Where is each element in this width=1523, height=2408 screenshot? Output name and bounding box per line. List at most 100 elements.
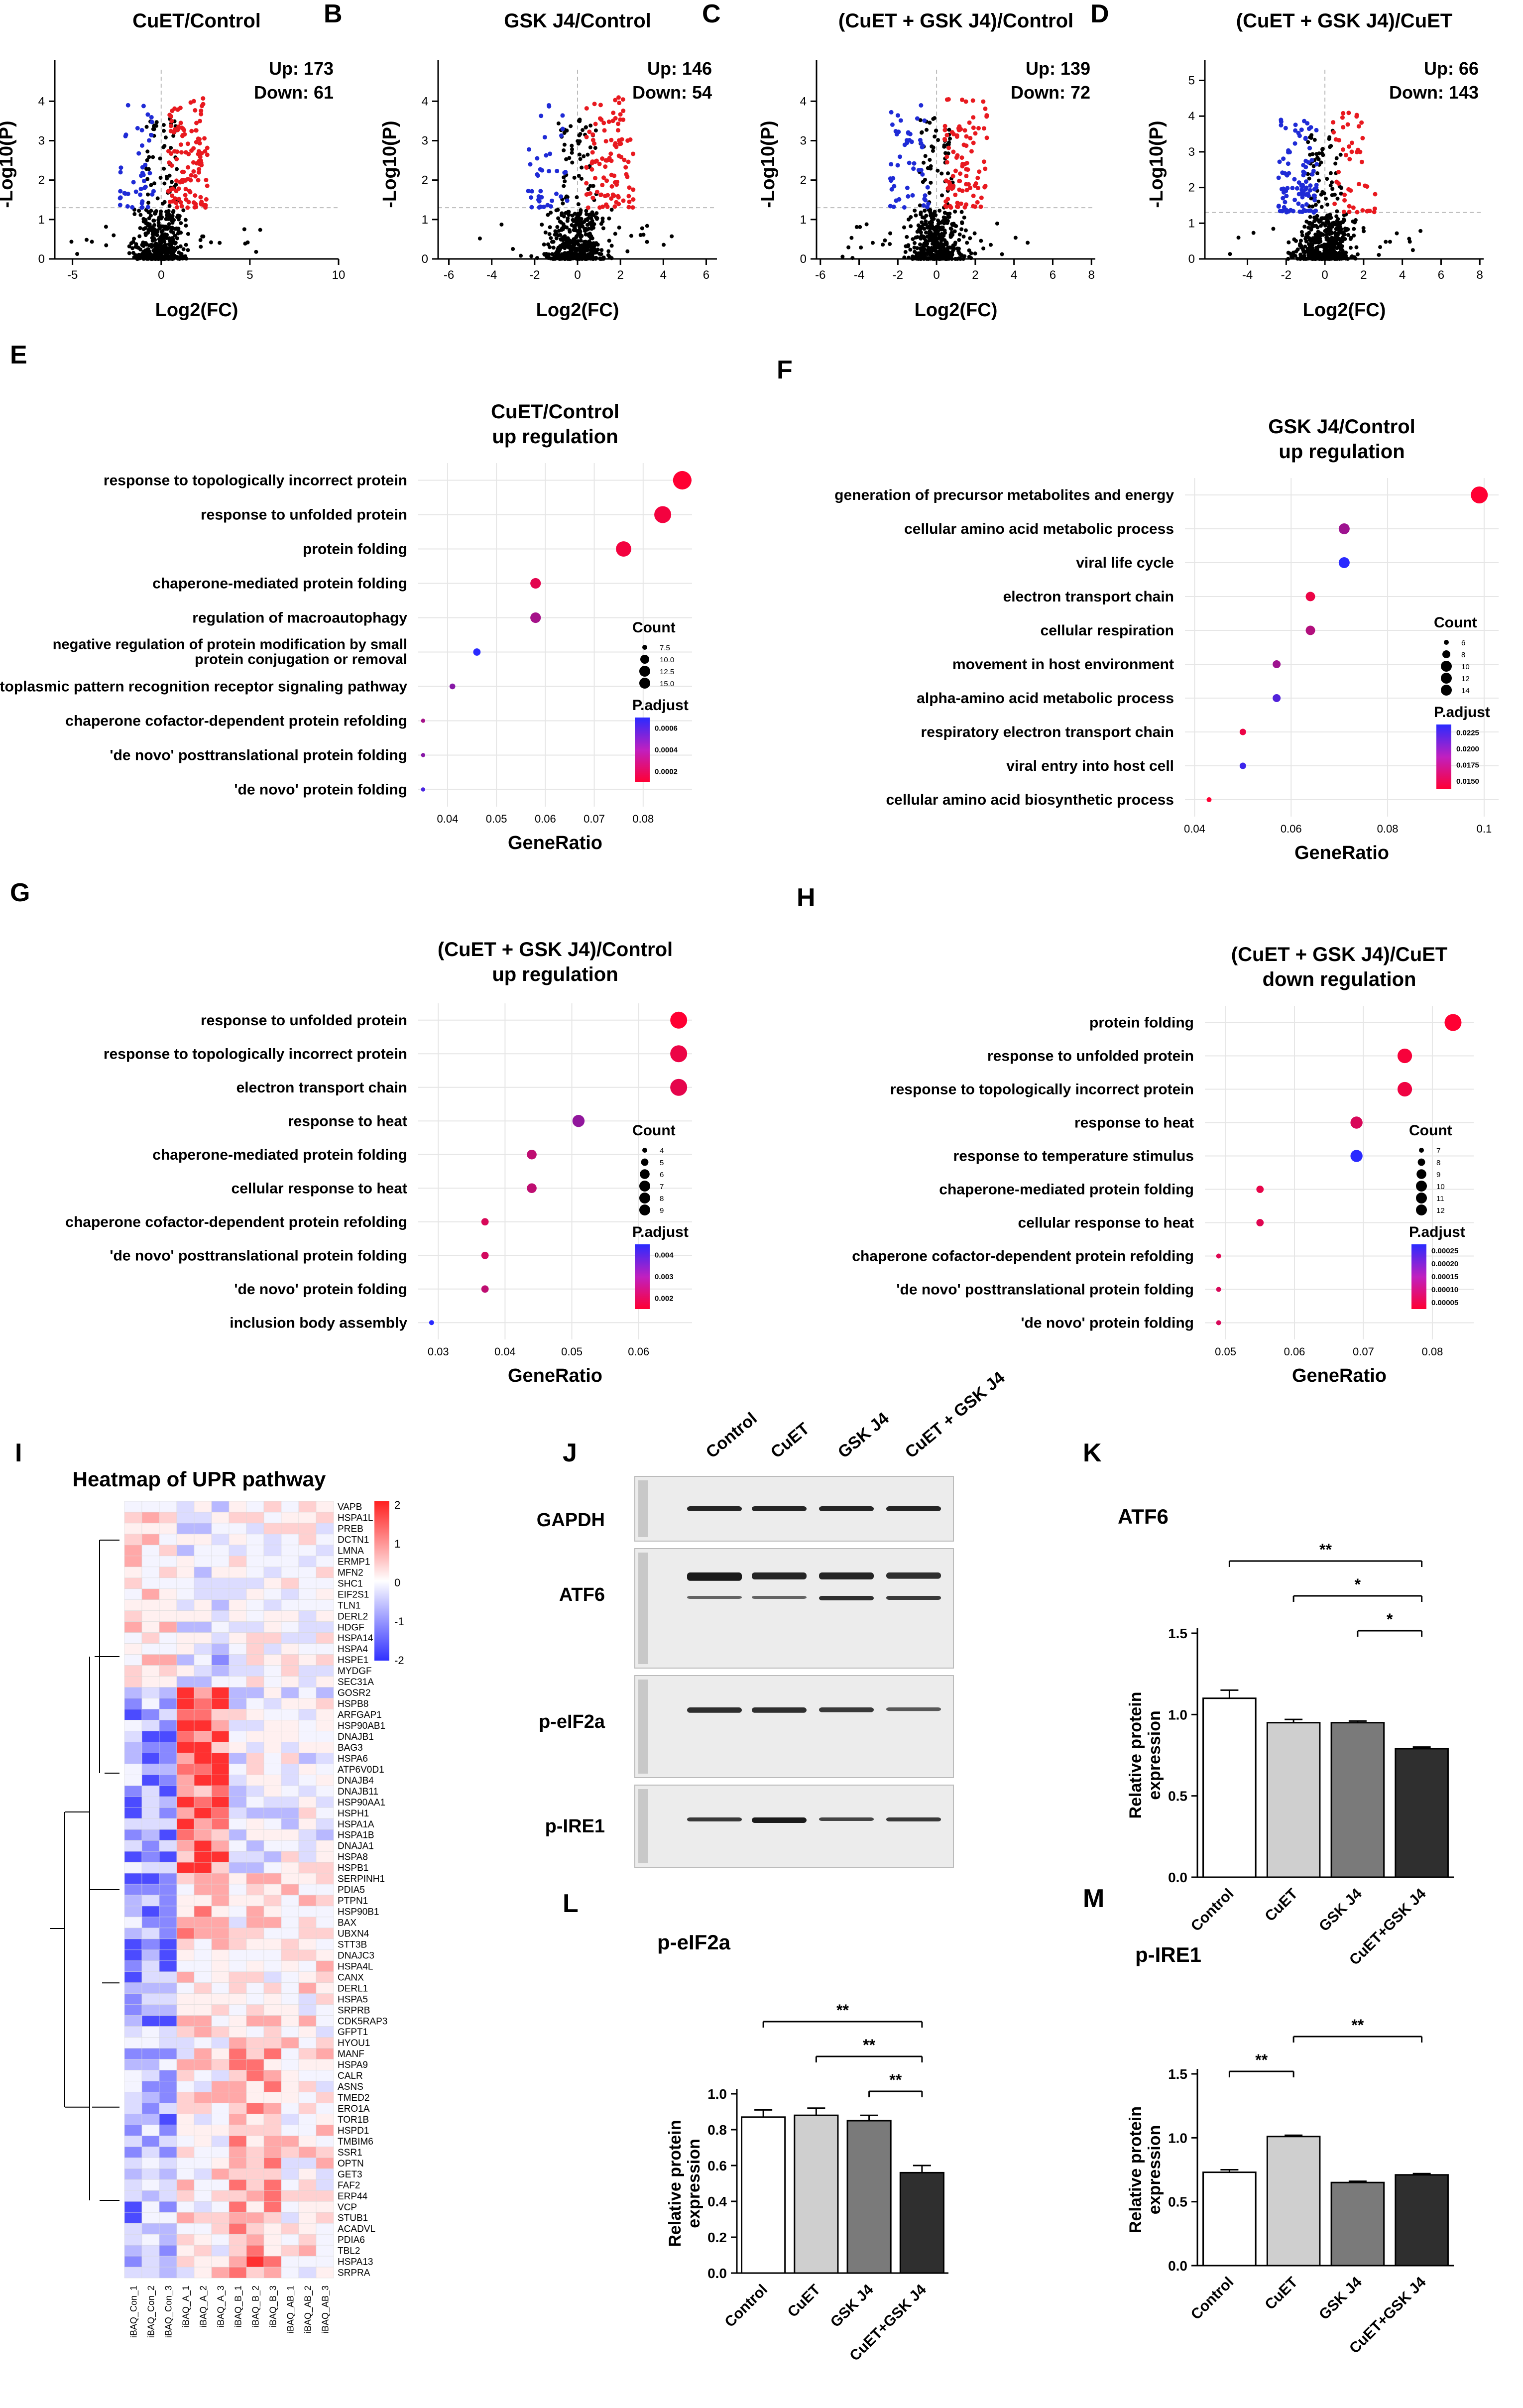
heatmap-cell	[298, 1632, 317, 1644]
heatmap-cell	[124, 1687, 142, 1698]
heatmap-cell	[211, 2223, 230, 2235]
point-ns	[925, 226, 930, 230]
heatmap-cell	[298, 1917, 317, 1928]
point-ns	[558, 233, 563, 238]
point-down	[1303, 136, 1308, 141]
point-ns	[930, 220, 934, 225]
point-ns	[1338, 241, 1342, 245]
heatmap-cell	[211, 2037, 230, 2048]
heatmap-cell	[229, 2059, 247, 2070]
point-ns	[175, 167, 179, 171]
point-up	[1334, 179, 1339, 184]
point-ns	[586, 152, 590, 157]
point-ns	[936, 138, 940, 142]
padjust-legend-title: P.adjust	[1434, 704, 1490, 721]
heatmap-cell	[316, 1632, 334, 1644]
heatmap-cell	[316, 1534, 334, 1546]
heatmap-cell	[159, 1534, 177, 1546]
bar	[1330, 2181, 1385, 2267]
point-ns	[578, 139, 582, 143]
heatmap-cell	[159, 1588, 177, 1600]
heatmap-cell	[176, 1971, 195, 1983]
point-ns	[566, 241, 570, 245]
padjust-legend-label: 0.0175	[1456, 761, 1479, 769]
heatmap-cell	[281, 1621, 299, 1633]
point-ns	[578, 157, 583, 161]
heatmap-cell	[159, 2026, 177, 2038]
point-ns	[588, 184, 592, 188]
heatmap-cell	[246, 1523, 264, 1535]
point-ns	[926, 250, 930, 255]
point-ns	[243, 241, 247, 246]
term-label: response to heat	[288, 1113, 407, 1129]
point-down	[550, 198, 555, 203]
heatmap-cell	[281, 1665, 299, 1677]
heatmap-cell	[229, 1982, 247, 1994]
term-dot	[527, 1183, 537, 1194]
point-ns	[529, 254, 534, 258]
point-ns	[161, 201, 165, 206]
point-up	[967, 120, 972, 125]
heatmap-cell	[141, 2201, 160, 2213]
point-up	[594, 158, 599, 163]
heatmap-cell	[281, 1895, 299, 1907]
point-ns	[548, 225, 552, 230]
count-legend-title: Count	[632, 1122, 676, 1139]
heatmap-cell	[229, 1774, 247, 1786]
gene-label: OPTN	[338, 2159, 364, 2169]
term-label: chaperone cofactor-dependent protein ref…	[65, 713, 407, 729]
heatmap-cell	[194, 1731, 212, 1742]
heatmap-cell	[316, 2212, 334, 2224]
heatmap-cell	[246, 1840, 264, 1852]
heatmap-cell	[281, 2245, 299, 2257]
point-up	[197, 167, 202, 172]
heatmap-cell	[124, 1731, 142, 1742]
point-ns	[499, 222, 504, 227]
point-ns	[1330, 187, 1335, 191]
heatmap-cell	[141, 1753, 160, 1764]
point-up	[960, 161, 965, 166]
heatmap-cell	[263, 1764, 282, 1775]
point-up	[971, 115, 976, 120]
point-down	[915, 116, 920, 121]
blot-band	[819, 1596, 874, 1600]
heatmap-cell	[141, 1621, 160, 1633]
point-ns	[184, 242, 188, 247]
point-up	[205, 152, 210, 157]
point-down	[1290, 186, 1295, 191]
point-ns	[591, 241, 596, 245]
point-down	[907, 160, 912, 165]
point-ns	[929, 164, 933, 168]
significance-label: *	[1387, 1610, 1393, 1628]
point-ns	[939, 171, 944, 176]
heatmap-cell	[159, 1742, 177, 1753]
heatmap-cell	[159, 2037, 177, 2048]
heatmap-cell	[229, 2201, 247, 2213]
panel-subtitle: up regulation	[1279, 441, 1405, 463]
heatmap-cell	[263, 1906, 282, 1918]
blot-row-label: p-eIF2a	[539, 1711, 605, 1732]
point-down	[888, 204, 893, 209]
heatmap-cell	[316, 1917, 334, 1928]
blot-band	[886, 1817, 941, 1821]
heatmap-cell	[211, 1523, 230, 1535]
point-down	[1303, 209, 1308, 214]
point-up	[194, 120, 199, 125]
heatmap-cell	[229, 1873, 247, 1885]
heatmap-cell	[246, 2125, 264, 2136]
heatmap-cell	[124, 2070, 142, 2081]
point-ns	[1298, 252, 1303, 257]
y-tick-label: 1.0	[1168, 1707, 1187, 1722]
point-ns	[1309, 251, 1314, 255]
point-ns	[170, 215, 175, 219]
point-down	[118, 195, 123, 200]
heatmap-cell	[194, 1676, 212, 1687]
point-up	[1331, 130, 1336, 135]
heatmap-cell	[263, 1720, 282, 1731]
point-ns	[84, 238, 89, 242]
heatmap-cell	[281, 2103, 299, 2114]
heatmap-cell	[159, 1917, 177, 1928]
point-up	[1347, 210, 1352, 215]
heatmap-cell	[298, 2081, 317, 2092]
point-ns	[573, 224, 578, 228]
